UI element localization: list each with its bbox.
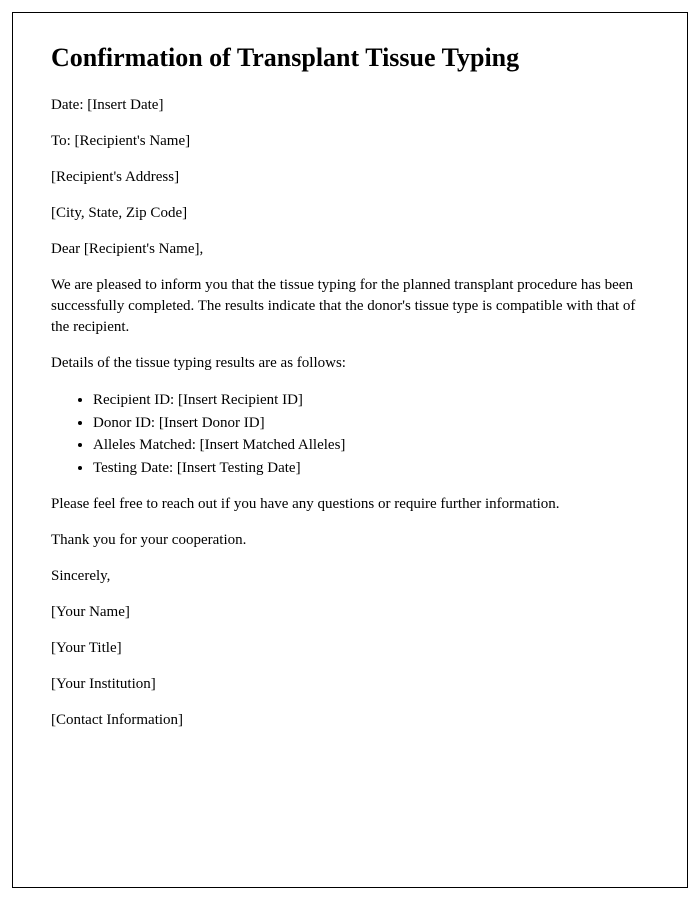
document-title: Confirmation of Transplant Tissue Typing [51, 43, 649, 73]
to-line: To: [Recipient's Name] [51, 131, 649, 152]
list-item: Recipient ID: [Insert Recipient ID] [93, 389, 649, 412]
closing-institution: [Your Institution] [51, 674, 649, 695]
city-state-zip-line: [City, State, Zip Code] [51, 203, 649, 224]
list-item: Alleles Matched: [Insert Matched Alleles… [93, 434, 649, 457]
salutation: Dear [Recipient's Name], [51, 239, 649, 260]
details-list: Recipient ID: [Insert Recipient ID] Dono… [93, 389, 649, 479]
document-container: Confirmation of Transplant Tissue Typing… [12, 12, 688, 888]
closing-sincerely: Sincerely, [51, 566, 649, 587]
body-paragraph-4: Thank you for your cooperation. [51, 530, 649, 551]
closing-contact: [Contact Information] [51, 710, 649, 731]
list-item: Donor ID: [Insert Donor ID] [93, 412, 649, 435]
address-line: [Recipient's Address] [51, 167, 649, 188]
to-value: [Recipient's Name] [75, 133, 191, 149]
to-label: To: [51, 133, 75, 149]
body-paragraph-2: Details of the tissue typing results are… [51, 353, 649, 374]
date-label: Date: [51, 97, 87, 113]
body-paragraph-3: Please feel free to reach out if you hav… [51, 494, 649, 515]
closing-name: [Your Name] [51, 602, 649, 623]
closing-title: [Your Title] [51, 638, 649, 659]
date-value: [Insert Date] [87, 97, 163, 113]
date-line: Date: [Insert Date] [51, 95, 649, 116]
body-paragraph-1: We are pleased to inform you that the ti… [51, 275, 649, 338]
list-item: Testing Date: [Insert Testing Date] [93, 457, 649, 480]
